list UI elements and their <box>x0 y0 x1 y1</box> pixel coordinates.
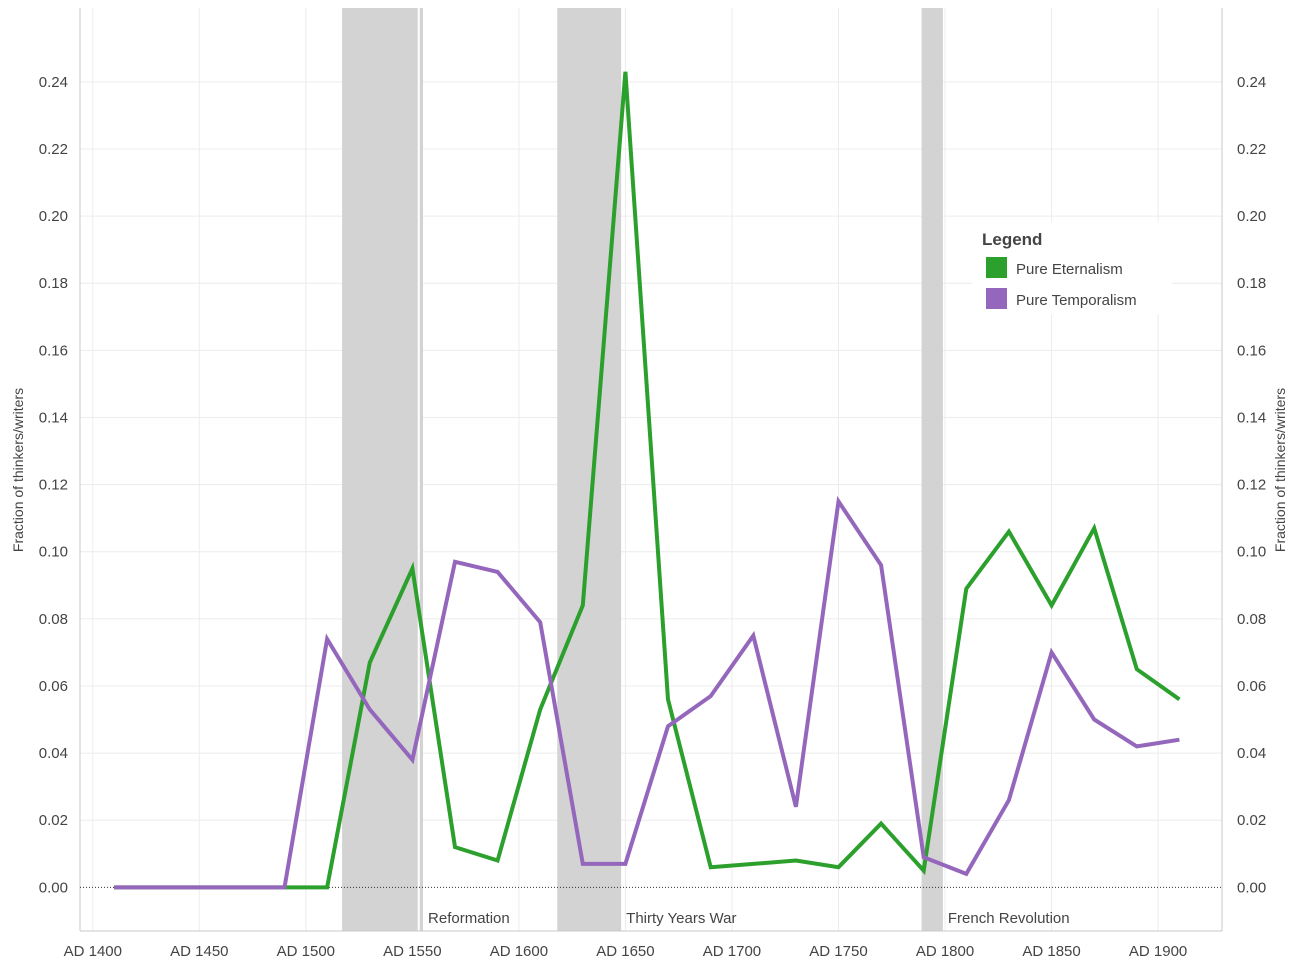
legend-swatch-pure-temporalism <box>986 288 1007 309</box>
gridlines <box>80 8 1222 931</box>
y-tick-label-left: 0.02 <box>39 812 68 829</box>
y-tick-label-right: 0.00 <box>1237 879 1266 896</box>
y-tick-label-left: 0.12 <box>39 477 68 494</box>
y-axis-title-left: Fraction of thinkers/writers <box>10 388 26 552</box>
x-tick-label: AD 1850 <box>1022 943 1080 960</box>
y-tick-label-right: 0.18 <box>1237 275 1266 292</box>
legend-label-pure-eternalism: Pure Eternalism <box>1016 261 1123 278</box>
x-tick-label: AD 1900 <box>1129 943 1187 960</box>
period-band-label: Reformation <box>428 910 510 927</box>
x-tick-label: AD 1800 <box>916 943 974 960</box>
x-tick-label: AD 1750 <box>809 943 867 960</box>
period-band <box>557 8 622 931</box>
data-series <box>114 71 1181 890</box>
y-tick-label-right: 0.04 <box>1237 745 1266 762</box>
axes: 0.00 0.00 0.02 0.02 0.04 0.04 0.06 0.06 0.08 0.08… <box>39 8 1266 960</box>
y-tick-label-left: 0.08 <box>39 611 68 628</box>
y-tick-label-right: 0.02 <box>1237 812 1266 829</box>
y-tick-label-left: 0.14 <box>39 409 68 426</box>
y-tick-label-left: 0.10 <box>39 544 68 561</box>
y-tick-label-left: 0.16 <box>39 342 68 359</box>
y-tick-label-left: 0.04 <box>39 745 68 762</box>
legend: Legend Pure Eternalism Pure Temporalism <box>972 222 1172 314</box>
legend-swatch-pure-eternalism <box>986 257 1007 278</box>
y-tick-label-right: 0.22 <box>1237 141 1266 158</box>
period-band-label: French Revolution <box>948 910 1070 927</box>
x-tick-label: AD 1650 <box>596 943 654 960</box>
historical-period-bands: Reformation Thirty Years War French Revolu… <box>342 8 1070 931</box>
x-tick-label: AD 1600 <box>490 943 548 960</box>
y-tick-label-left: 0.24 <box>39 74 68 91</box>
series-line-pure-temporalism <box>114 495 1180 890</box>
period-band <box>342 8 424 931</box>
x-tick-label: AD 1550 <box>383 943 441 960</box>
y-tick-label-right: 0.16 <box>1237 342 1266 359</box>
x-tick-label: AD 1500 <box>277 943 335 960</box>
y-tick-label-right: 0.20 <box>1237 208 1266 225</box>
y-tick-label-right: 0.08 <box>1237 611 1266 628</box>
y-tick-label-right: 0.14 <box>1237 409 1266 426</box>
x-tick-label: AD 1450 <box>170 943 228 960</box>
legend-title: Legend <box>982 230 1042 249</box>
series-line-pure-eternalism <box>114 71 1181 890</box>
x-tick-label: AD 1400 <box>64 943 122 960</box>
y-tick-label-right: 0.10 <box>1237 544 1266 561</box>
y-tick-label-left: 0.06 <box>39 678 68 695</box>
y-tick-label-left: 0.22 <box>39 141 68 158</box>
y-tick-label-left: 0.20 <box>39 208 68 225</box>
x-tick-label: AD 1700 <box>703 943 761 960</box>
period-band-label: Thirty Years War <box>626 910 736 927</box>
y-tick-label-right: 0.12 <box>1237 477 1266 494</box>
period-band <box>921 8 943 931</box>
y-tick-label-left: 0.00 <box>39 879 68 896</box>
y-tick-label-right: 0.06 <box>1237 678 1266 695</box>
y-tick-label-left: 0.18 <box>39 275 68 292</box>
legend-label-pure-temporalism: Pure Temporalism <box>1016 292 1137 309</box>
y-axis-title-right: Fraction of thinkers/writers <box>1272 388 1288 552</box>
y-tick-label-right: 0.24 <box>1237 74 1266 91</box>
